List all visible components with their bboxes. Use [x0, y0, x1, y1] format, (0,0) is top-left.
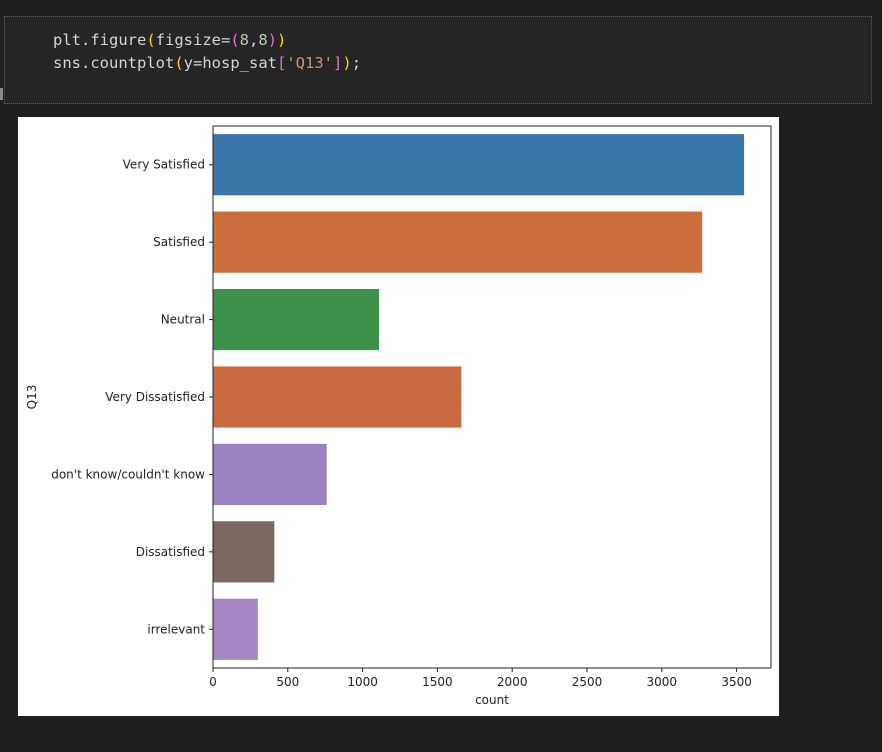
bar-very-satisfied — [213, 134, 745, 196]
code-paren: ) — [267, 31, 278, 49]
y-tick-label: Neutral — [161, 313, 205, 327]
code-paren: ) — [277, 31, 287, 49]
x-tick-label: 500 — [276, 675, 299, 689]
y-tick-label: Very Satisfied — [123, 158, 205, 172]
code-line-countplot: sns.countplot(y=hosp_sat['Q13']); — [53, 54, 361, 72]
code-arg: figsize= — [155, 31, 231, 49]
y-tick-label: irrelevant — [147, 622, 205, 636]
bar-don-t-know-couldn-t-know — [213, 443, 327, 506]
x-tick-label: 2500 — [572, 675, 603, 689]
bar-irrelevant — [213, 598, 258, 660]
bars-group — [213, 134, 745, 660]
code-paren: ( — [146, 31, 156, 49]
code-bracket: ] — [333, 54, 343, 72]
code-cell[interactable]: plt.figure(figsize=(8,8)) sns.countplot(… — [4, 16, 872, 104]
countplot-chart: Very Satisfied Satisfied Neutral Very Dissa… — [25, 125, 772, 707]
code-number: 8 — [258, 31, 268, 49]
code-fn-figure: plt.figure — [53, 31, 147, 49]
code-paren: ( — [230, 31, 240, 49]
y-ticks-group: Very Satisfied Satisfied Neutral Very Dissa… — [51, 158, 213, 636]
y-tick-label: don't know/couldn't know — [51, 467, 205, 481]
x-tick-label: 2000 — [497, 675, 528, 689]
bar-dissatisfied — [213, 521, 275, 583]
code-string: 'Q13' — [286, 54, 334, 72]
x-axis-label: count — [475, 693, 509, 707]
x-tick-label: 1500 — [422, 675, 453, 689]
code-comma: , — [249, 31, 259, 49]
cell-focus-marker — [0, 88, 3, 100]
code-bracket: [ — [277, 54, 287, 72]
code-paren: ) — [342, 54, 352, 72]
code-fn-countplot: sns.countplot — [53, 54, 175, 72]
code-number: 8 — [239, 31, 250, 49]
code-arg: y=hosp_sat — [183, 54, 277, 72]
x-tick-label: 1000 — [347, 675, 378, 689]
code-paren: ( — [174, 54, 184, 72]
bar-neutral — [213, 288, 380, 351]
bar-very-dissatisfied — [213, 366, 462, 428]
x-tick-label: 3500 — [721, 675, 752, 689]
plot-output: Very Satisfied Satisfied Neutral Very Dissa… — [18, 117, 779, 716]
y-tick-label: Dissatisfied — [136, 545, 205, 559]
y-tick-label: Very Dissatisfied — [105, 390, 205, 404]
y-axis-label: Q13 — [25, 385, 39, 410]
x-tick-label: 0 — [209, 675, 217, 689]
y-tick-label: Satisfied — [153, 235, 205, 249]
code-semicolon: ; — [351, 54, 362, 72]
x-tick-label: 3000 — [647, 675, 678, 689]
bar-satisfied — [213, 211, 703, 273]
code-line-figure: plt.figure(figsize=(8,8)) — [53, 31, 286, 49]
x-ticks-group: 0 500 1000 1500 2000 2500 3000 3500 — [209, 668, 752, 689]
